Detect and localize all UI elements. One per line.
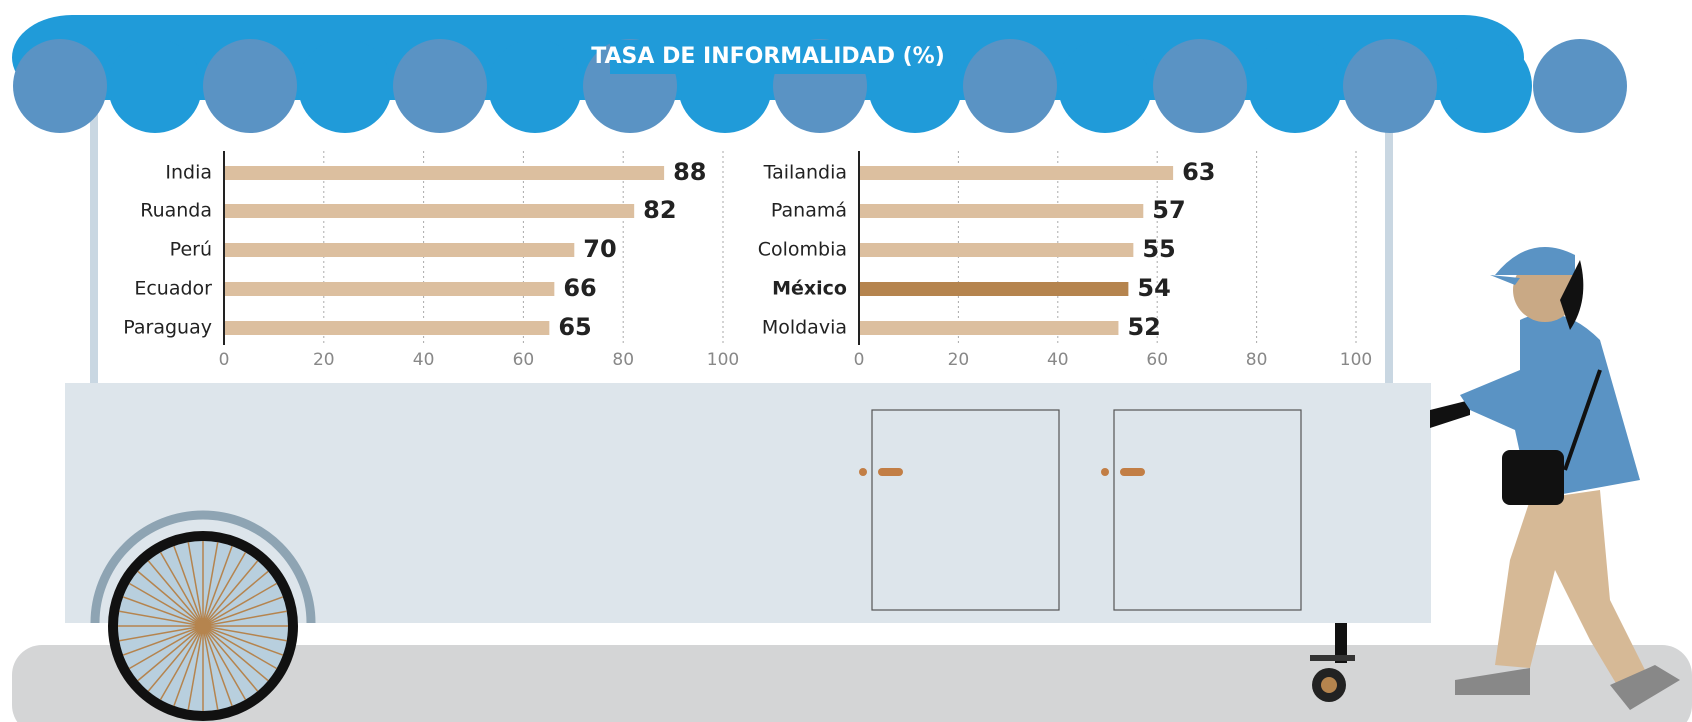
scallop bbox=[1438, 39, 1532, 133]
bar bbox=[225, 321, 549, 335]
scallop bbox=[298, 39, 392, 133]
scallop bbox=[488, 39, 582, 133]
x-tick-label: 100 bbox=[707, 350, 739, 370]
category-label: México bbox=[772, 278, 847, 300]
x-tick-label: 40 bbox=[1047, 350, 1069, 370]
category-label: Paraguay bbox=[123, 317, 212, 339]
bar bbox=[225, 166, 664, 180]
value-label: 88 bbox=[673, 158, 706, 186]
value-label: 70 bbox=[583, 235, 616, 263]
scallop bbox=[1153, 39, 1247, 133]
pole bbox=[1385, 95, 1393, 395]
category-label: Colombia bbox=[758, 239, 847, 261]
category-label: Ecuador bbox=[134, 278, 212, 300]
x-tick-label: 60 bbox=[513, 350, 535, 370]
bar bbox=[860, 243, 1133, 257]
bar bbox=[225, 282, 554, 296]
infographic: TASA DE INFORMALIDAD (%) 0 20 40 60 80 100 Ind… bbox=[0, 0, 1692, 722]
scallop bbox=[1058, 39, 1152, 133]
x-tick-label: 0 bbox=[854, 350, 865, 370]
scallop bbox=[963, 39, 1057, 133]
x-tick-label: 40 bbox=[413, 350, 435, 370]
scallop bbox=[1248, 39, 1342, 133]
value-label: 52 bbox=[1127, 313, 1160, 341]
scallop bbox=[1343, 39, 1437, 133]
x-tick-label: 20 bbox=[313, 350, 335, 370]
x-tick-label: 80 bbox=[1246, 350, 1268, 370]
value-label: 65 bbox=[558, 313, 591, 341]
value-label: 82 bbox=[643, 196, 676, 224]
x-tick-label: 100 bbox=[1340, 350, 1372, 370]
scallop bbox=[1533, 39, 1627, 133]
category-label: Ruanda bbox=[140, 200, 212, 222]
category-label: Panamá bbox=[771, 200, 847, 222]
bar bbox=[860, 166, 1173, 180]
value-label: 57 bbox=[1152, 196, 1185, 224]
category-label: Perú bbox=[170, 239, 212, 261]
value-label: 63 bbox=[1182, 158, 1215, 186]
bar bbox=[860, 321, 1118, 335]
x-tick-label: 20 bbox=[948, 350, 970, 370]
value-label: 54 bbox=[1137, 274, 1170, 302]
category-label: India bbox=[165, 162, 212, 184]
bar bbox=[860, 204, 1143, 218]
scallop bbox=[393, 39, 487, 133]
bar bbox=[225, 243, 574, 257]
value-label: 55 bbox=[1142, 235, 1175, 263]
category-label: Tailandia bbox=[763, 162, 847, 184]
scallop bbox=[203, 39, 297, 133]
chart-title: TASA DE INFORMALIDAD (%) bbox=[591, 44, 945, 69]
value-label: 66 bbox=[563, 274, 596, 302]
category-label: Moldavia bbox=[762, 317, 847, 339]
bar bbox=[225, 204, 634, 218]
vendor bbox=[1430, 247, 1680, 710]
scallop bbox=[108, 39, 202, 133]
x-tick-label: 80 bbox=[612, 350, 634, 370]
x-tick-label: 0 bbox=[219, 350, 230, 370]
x-tick-label: 60 bbox=[1146, 350, 1168, 370]
awning: TASA DE INFORMALIDAD (%) bbox=[12, 15, 1627, 133]
pole bbox=[90, 95, 98, 395]
bar bbox=[860, 282, 1128, 296]
scallop bbox=[13, 39, 107, 133]
